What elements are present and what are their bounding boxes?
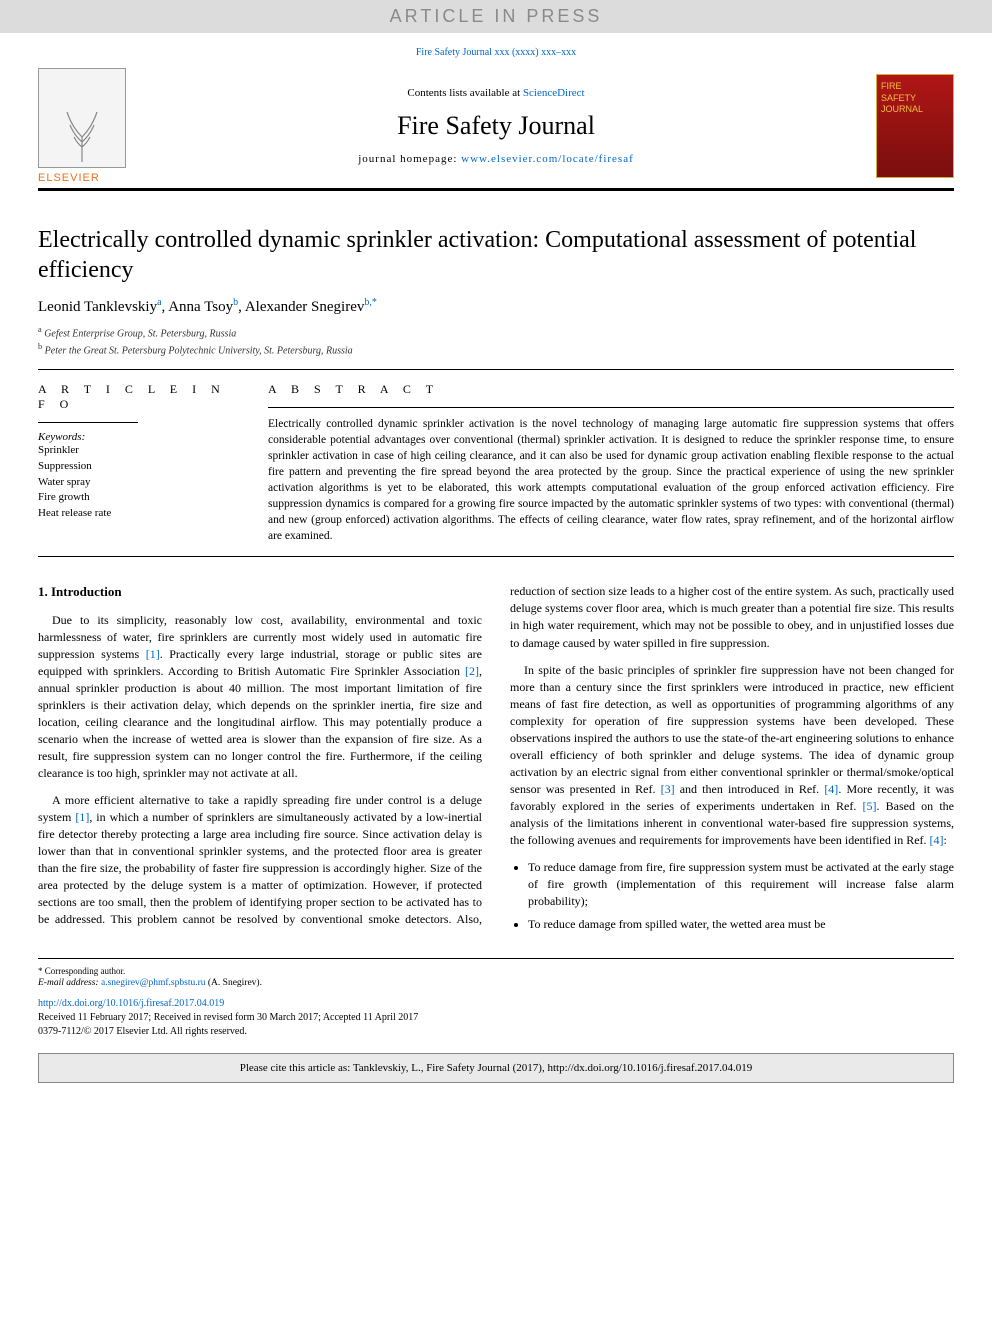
corresponding-author-note: * Corresponding author.	[38, 965, 954, 978]
tree-icon	[52, 97, 112, 167]
article-header: Electrically controlled dynamic sprinkle…	[38, 225, 954, 359]
received-dates: Received 11 February 2017; Received in r…	[38, 1011, 954, 1025]
author-3-name: Alexander Snegirev	[245, 299, 365, 315]
author-2-name: Anna Tsoy	[168, 299, 233, 315]
keywords-label: Keywords:	[38, 431, 238, 443]
doi-link[interactable]: http://dx.doi.org/10.1016/j.firesaf.2017…	[38, 997, 954, 1011]
affiliation-list: a Gefest Enterprise Group, St. Petersbur…	[38, 324, 954, 359]
journal-masthead: ELSEVIER Contents lists available at Sci…	[38, 68, 954, 191]
keyword-5: Heat release rate	[38, 506, 238, 522]
keyword-3: Water spray	[38, 475, 238, 491]
journal-name: Fire Safety Journal	[138, 111, 854, 141]
publisher-logo-block: ELSEVIER	[38, 68, 138, 184]
masthead-center: Contents lists available at ScienceDirec…	[138, 68, 854, 184]
abstract-text: Electrically controlled dynamic sprinkle…	[268, 416, 954, 545]
article-meta-grid: A R T I C L E I N F O Keywords: Sprinkle…	[38, 382, 954, 545]
email-label: E-mail address:	[38, 978, 101, 988]
aff-b-text: Peter the Great St. Petersburg Polytechn…	[45, 346, 353, 357]
keyword-2: Suppression	[38, 459, 238, 475]
bullet-1: To reduce damage from fire, fire suppres…	[528, 859, 954, 910]
keyword-4: Fire growth	[38, 490, 238, 506]
affiliation-a: a Gefest Enterprise Group, St. Petersbur…	[38, 324, 954, 341]
info-subrule	[38, 422, 138, 423]
homepage-prefix: journal homepage:	[358, 153, 461, 165]
bullet-2: To reduce damage from spilled water, the…	[528, 916, 954, 933]
cover-line-2: SAFETY	[881, 93, 949, 105]
copyright-line: 0379-7112/© 2017 Elsevier Ltd. All right…	[38, 1025, 954, 1039]
body-para-1: Due to its simplicity, reasonably low co…	[38, 612, 482, 782]
elsevier-tree-icon	[38, 68, 126, 168]
article-body: 1. Introduction Due to its simplicity, r…	[38, 583, 954, 933]
contents-prefix: Contents lists available at	[407, 87, 522, 99]
author-list: Leonid Tanklevskiya, Anna Tsoyb, Alexand…	[38, 297, 954, 316]
cover-line-3: JOURNAL	[881, 104, 949, 116]
improvement-list: To reduce damage from fire, fire suppres…	[528, 859, 954, 933]
article-info-heading: A R T I C L E I N F O	[38, 382, 238, 412]
footnotes: * Corresponding author. E-mail address: …	[38, 958, 954, 1039]
rule-top	[38, 369, 954, 370]
rule-bottom	[38, 556, 954, 557]
ref-4b[interactable]: [4]	[930, 833, 944, 847]
section-1-heading: 1. Introduction	[38, 583, 482, 601]
ref-2[interactable]: [2]	[465, 664, 479, 678]
affiliation-b: b Peter the Great St. Petersburg Polytec…	[38, 341, 954, 358]
abstract-heading: A B S T R A C T	[268, 382, 954, 397]
journal-homepage-link[interactable]: www.elsevier.com/locate/firesaf	[461, 153, 634, 165]
author-1-name: Leonid Tanklevskiy	[38, 299, 157, 315]
sciencedirect-link[interactable]: ScienceDirect	[523, 87, 585, 99]
elsevier-wordmark: ELSEVIER	[38, 172, 138, 184]
email-line: E-mail address: a.snegirev@phmf.spbstu.r…	[38, 977, 954, 990]
running-citation: Fire Safety Journal xxx (xxxx) xxx–xxx	[38, 47, 954, 58]
abstract-subrule	[268, 407, 954, 408]
email-suffix: (A. Snegirev).	[206, 978, 262, 988]
aff-b-label: b	[38, 342, 42, 351]
contents-available-line: Contents lists available at ScienceDirec…	[138, 87, 854, 99]
keyword-1: Sprinkler	[38, 443, 238, 459]
ref-1a[interactable]: [1]	[146, 647, 160, 661]
abstract-column: A B S T R A C T Electrically controlled …	[268, 382, 954, 545]
aff-a-label: a	[38, 325, 42, 334]
cover-line-1: FIRE	[881, 81, 949, 93]
body-para-3: In spite of the basic principles of spri…	[510, 662, 954, 849]
article-in-press-banner: ARTICLE IN PRESS	[0, 0, 992, 33]
journal-cover-block: FIRE SAFETY JOURNAL	[854, 68, 954, 184]
page-content: Fire Safety Journal xxx (xxxx) xxx–xxx E…	[0, 47, 992, 1103]
please-cite-box: Please cite this article as: Tanklevskiy…	[38, 1053, 954, 1083]
ref-3[interactable]: [3]	[661, 782, 675, 796]
journal-homepage-line: journal homepage: www.elsevier.com/locat…	[138, 153, 854, 165]
ref-5[interactable]: [5]	[863, 799, 877, 813]
ref-4a[interactable]: [4]	[824, 782, 838, 796]
author-3-sup: b,*	[364, 297, 377, 308]
author-sep-2: ,	[238, 299, 245, 315]
corresponding-email-link[interactable]: a.snegirev@phmf.spbstu.ru	[101, 978, 206, 988]
ref-1b[interactable]: [1]	[75, 810, 89, 824]
article-title: Electrically controlled dynamic sprinkle…	[38, 225, 954, 285]
article-info-column: A R T I C L E I N F O Keywords: Sprinkle…	[38, 382, 238, 545]
keywords-list: Sprinkler Suppression Water spray Fire g…	[38, 443, 238, 523]
journal-cover-thumbnail: FIRE SAFETY JOURNAL	[876, 74, 954, 178]
aff-a-text: Gefest Enterprise Group, St. Petersburg,…	[44, 328, 236, 339]
